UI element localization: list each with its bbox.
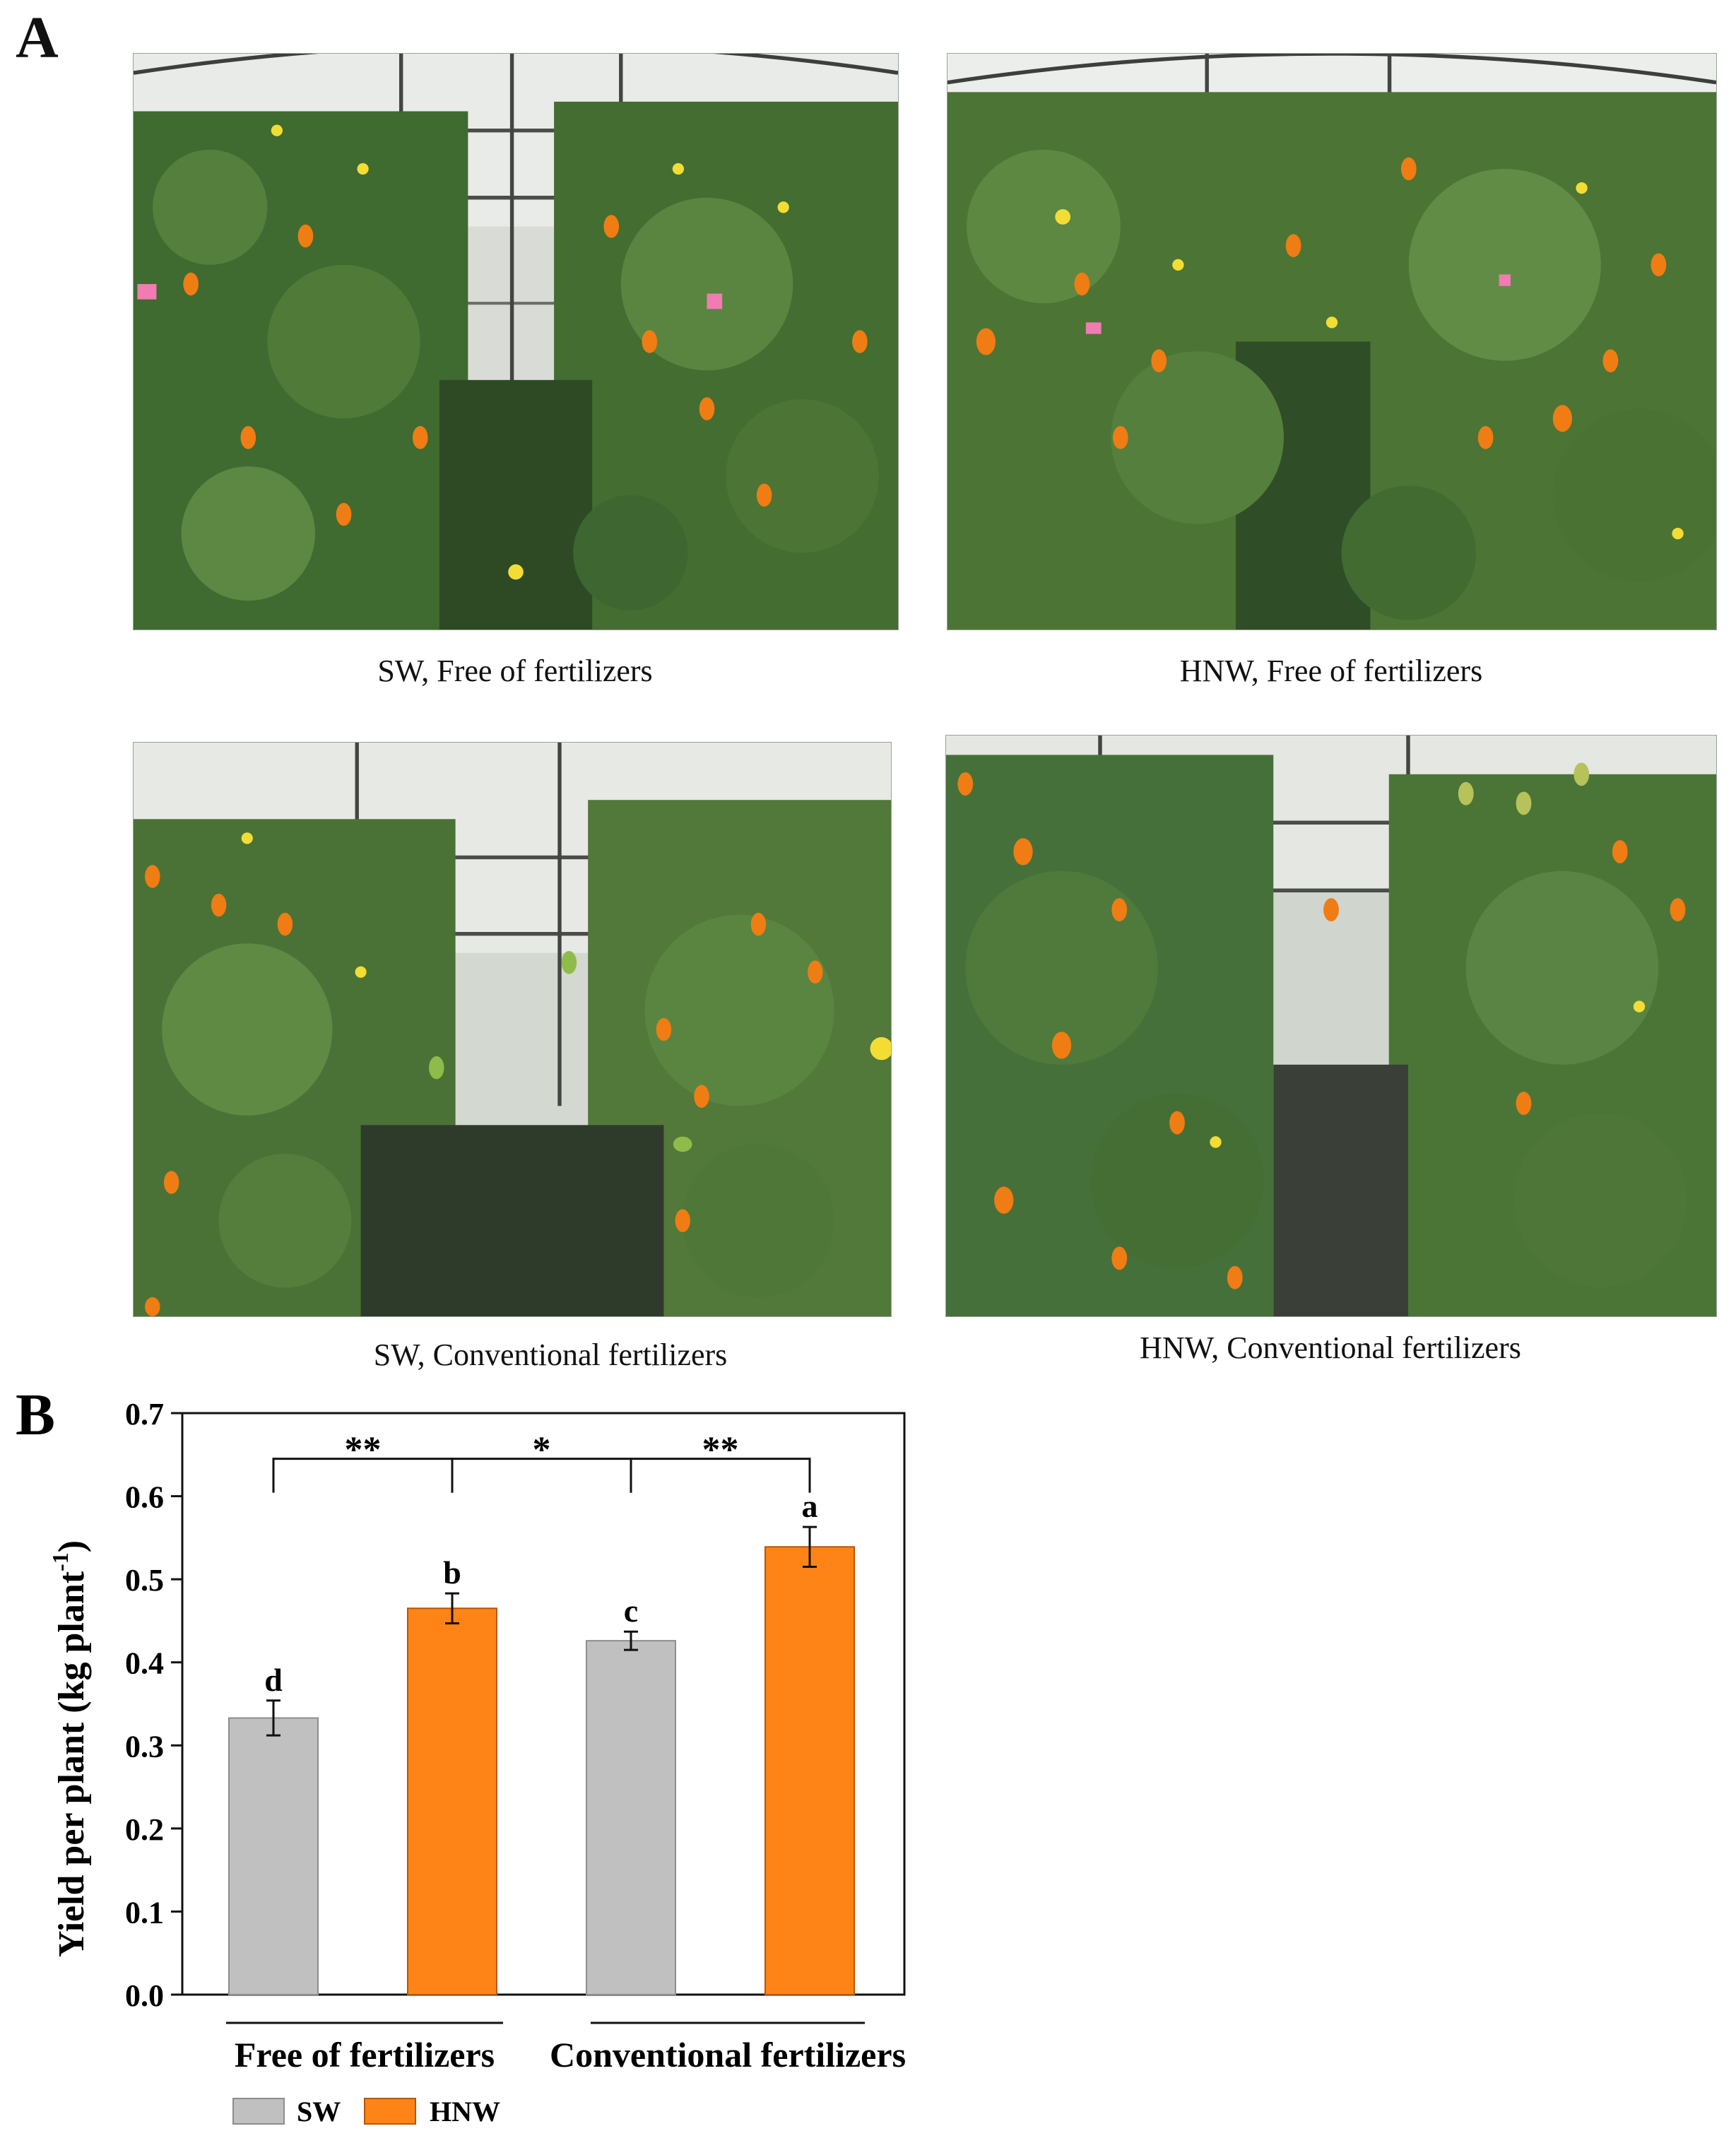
photo-sw-conventional-fertilizers <box>133 742 892 1317</box>
plot-frame <box>181 1412 906 1996</box>
bar-hnw <box>764 1546 855 1996</box>
comparison-label: ** <box>345 1430 382 1470</box>
comparison-bracket <box>630 1458 811 1493</box>
y-tick-label: 0.7 <box>125 1397 164 1431</box>
group-label: Conventional fertilizers <box>550 2035 906 2074</box>
y-tick-label: 0.1 <box>125 1895 164 1930</box>
significance-letter: a <box>802 1488 818 1524</box>
comparison-label: * <box>533 1430 551 1470</box>
y-axis-title: Yield per plant (kg plant-1) <box>47 1540 92 1957</box>
legend-label-sw: SW <box>297 2096 341 2127</box>
panel-b-label: B <box>16 1382 55 1448</box>
y-tick-label: 0.6 <box>125 1480 164 1515</box>
photo-hnw-free-of-fertilizers <box>947 53 1717 630</box>
group-label: Free of fertilizers <box>235 2035 495 2074</box>
photo-sw-free-of-fertilizers <box>133 53 899 630</box>
y-tick-label: 0.0 <box>125 1978 164 2013</box>
comparison-label: ** <box>702 1430 739 1470</box>
photo-caption-hnw-conventional: HNW, Conventional fertilizers <box>1140 1330 1521 1365</box>
bar-hnw <box>407 1607 497 1995</box>
legend-label-hnw: HNW <box>430 2096 500 2127</box>
photo-caption-hnw-free: HNW, Free of fertilizers <box>1179 654 1483 688</box>
legend-swatch-sw <box>232 2098 285 2125</box>
photo-caption-sw-conventional: SW, Conventional fertilizers <box>373 1338 728 1372</box>
panel-a-label: A <box>16 5 59 71</box>
photo-caption-sw-free: SW, Free of fertilizers <box>377 654 653 688</box>
bar-sw <box>586 1640 676 1995</box>
y-tick-label: 0.4 <box>125 1646 164 1681</box>
photo-hnw-conventional-fertilizers <box>945 735 1717 1317</box>
significance-letter: d <box>264 1662 283 1698</box>
legend-swatch-hnw <box>364 2098 416 2125</box>
y-tick-label: 0.3 <box>125 1729 164 1764</box>
y-tick-label: 0.5 <box>125 1563 164 1598</box>
y-tick-label: 0.2 <box>125 1812 164 1847</box>
significance-letter: c <box>624 1593 638 1629</box>
bar-sw <box>228 1717 319 1995</box>
significance-letter: b <box>443 1554 461 1590</box>
